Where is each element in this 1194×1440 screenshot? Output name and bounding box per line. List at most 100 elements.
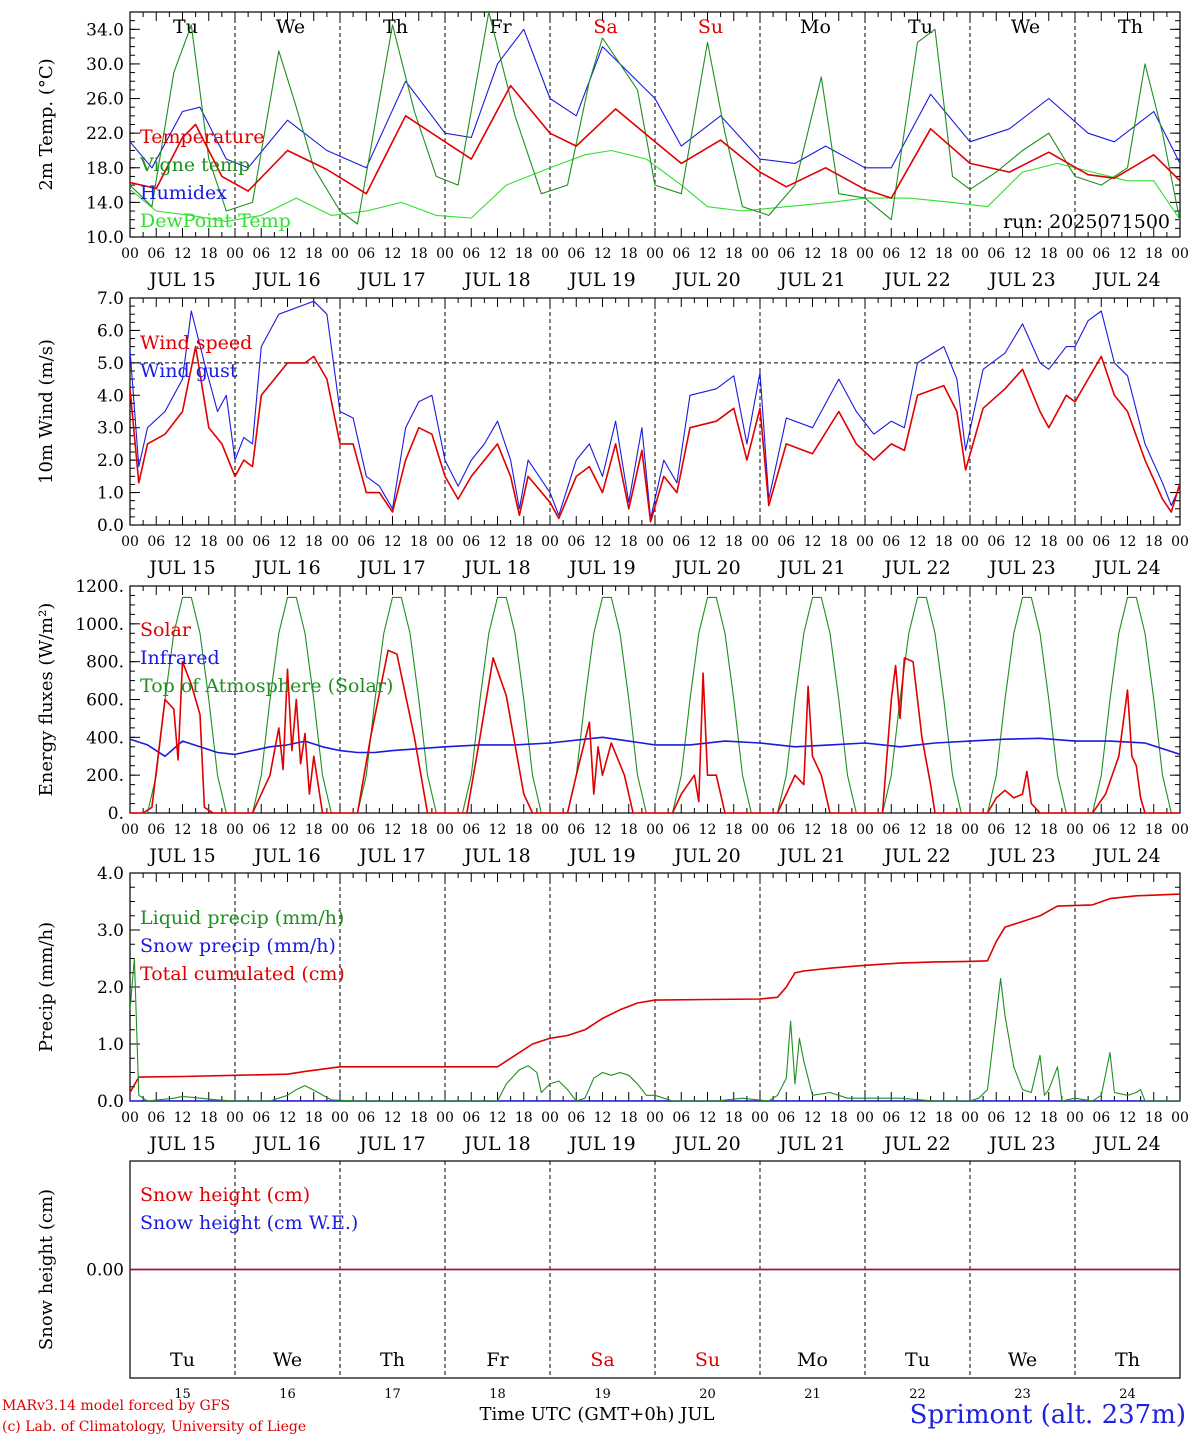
hour-label: 12 (489, 246, 507, 262)
hour-label: 00 (436, 1110, 454, 1126)
y-tick-label: 0.00 (86, 1261, 124, 1281)
y-tick-label: 200. (86, 766, 124, 786)
hour-label: 12 (174, 246, 192, 262)
hour-label: 06 (882, 822, 900, 838)
date-label: JUL 15 (147, 269, 215, 291)
legend-entry: Liquid precip (mm/h) (140, 907, 344, 929)
hour-label: 18 (305, 1110, 323, 1126)
hour-label: 06 (777, 822, 795, 838)
date-label: JUL 21 (777, 557, 845, 579)
series-group (130, 893, 1180, 1101)
hour-label: 12 (384, 822, 402, 838)
weekday-label: Su (695, 1349, 720, 1371)
hour-label: 12 (909, 246, 927, 262)
weekday-label: Sa (593, 16, 617, 38)
hour-label: 00 (226, 1110, 244, 1126)
model-credit: MARv3.14 model forced by GFS (2, 1398, 231, 1414)
hour-label: 00 (751, 822, 769, 838)
hour-label: 18 (725, 822, 743, 838)
series-group (130, 300, 1180, 523)
y-tick-label: 2.0 (97, 451, 124, 471)
series-line (130, 736, 1180, 758)
y-tick-label: 3.0 (97, 921, 124, 941)
hour-label: 12 (594, 534, 612, 550)
hour-label: 18 (620, 1110, 638, 1126)
y-tick-label: 4.0 (97, 386, 124, 406)
weekday-label: Su (698, 16, 723, 38)
date-label: JUL 22 (882, 1133, 950, 1155)
hour-label: 12 (384, 534, 402, 550)
legend-entry: Solar (140, 619, 192, 641)
hour-label: 06 (672, 246, 690, 262)
date-label: JUL 20 (672, 1133, 740, 1155)
hour-label: 06 (882, 1110, 900, 1126)
hour-label: 06 (567, 246, 585, 262)
hour-label: 06 (357, 1110, 375, 1126)
y-tick-label: 0.0 (97, 1092, 124, 1112)
hour-label: 06 (777, 534, 795, 550)
hour-label: 06 (147, 246, 165, 262)
hour-label: 06 (882, 246, 900, 262)
hour-label: 00 (961, 1110, 979, 1126)
hour-label: 06 (252, 534, 270, 550)
weekday-label: Th (380, 1349, 405, 1371)
hour-label: 00 (226, 822, 244, 838)
hour-label: 12 (1119, 534, 1137, 550)
date-label: JUL 24 (1092, 557, 1160, 579)
hour-label: 18 (410, 534, 428, 550)
hour-label: 06 (147, 1110, 165, 1126)
day-number-label: 17 (384, 1387, 401, 1402)
hour-label: 06 (252, 1110, 270, 1126)
weekday-label: Mo (797, 1349, 828, 1371)
date-label: JUL 19 (567, 1133, 635, 1155)
weekday-label: Tu (173, 16, 198, 38)
date-label: JUL 16 (252, 1133, 320, 1155)
date-label: JUL 20 (672, 557, 740, 579)
hour-label: 18 (515, 246, 533, 262)
hour-label: 00 (1066, 822, 1084, 838)
weekday-label: Th (383, 16, 408, 38)
hour-label: 00 (751, 246, 769, 262)
hour-label: 12 (804, 246, 822, 262)
date-label: JUL 22 (882, 845, 950, 867)
series-group (130, 596, 1180, 813)
hour-label: 12 (1119, 246, 1137, 262)
day-number-label: 15 (174, 1387, 191, 1402)
hour-label: 12 (804, 822, 822, 838)
hour-label: 06 (672, 822, 690, 838)
hour-label: 06 (567, 1110, 585, 1126)
hour-label: 00 (856, 534, 874, 550)
series-line (130, 649, 1180, 813)
y-tick-label: 7.0 (97, 289, 124, 309)
hour-label: 00 (961, 822, 979, 838)
y-tick-label: 600. (86, 691, 124, 711)
hour-label: 00 (1066, 1110, 1084, 1126)
hour-label: 18 (410, 822, 428, 838)
hour-label: 12 (699, 534, 717, 550)
hour-label: 00 (646, 822, 664, 838)
hour-label: 12 (489, 1110, 507, 1126)
day-number-label: 18 (489, 1387, 506, 1402)
hour-label: 12 (594, 822, 612, 838)
hour-label: 12 (1014, 1110, 1032, 1126)
hour-label: 06 (252, 246, 270, 262)
hour-label: 06 (567, 534, 585, 550)
hour-label: 06 (987, 1110, 1005, 1126)
hour-label: 18 (410, 246, 428, 262)
legend-entry: Snow height (cm) (140, 1184, 310, 1206)
date-label: JUL 15 (147, 557, 215, 579)
hour-label: 12 (489, 822, 507, 838)
day-number-label: 20 (699, 1387, 716, 1402)
hour-label: 18 (935, 246, 953, 262)
hour-label: 18 (830, 822, 848, 838)
y-tick-label: 14.0 (86, 193, 124, 213)
hour-label: 06 (1092, 1110, 1110, 1126)
hour-label: 00 (646, 534, 664, 550)
hour-label: 12 (594, 246, 612, 262)
hour-label: 12 (279, 822, 297, 838)
hour-label: 06 (357, 246, 375, 262)
hour-label: 18 (1145, 246, 1163, 262)
hour-label: 12 (1014, 246, 1032, 262)
hour-label: 12 (1014, 822, 1032, 838)
